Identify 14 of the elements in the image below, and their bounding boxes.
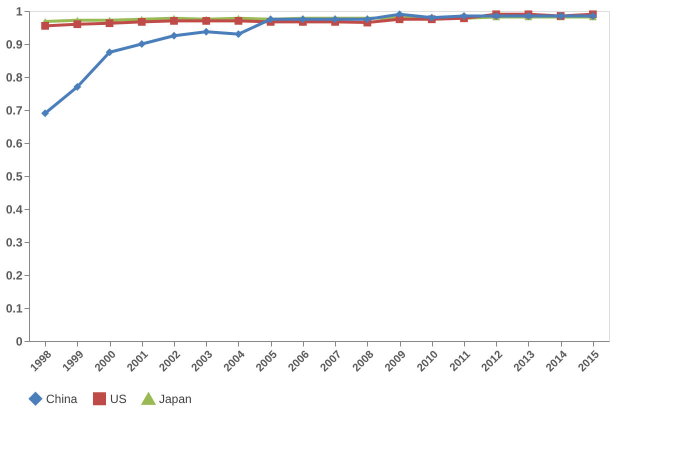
y-tick-label: 0.8 xyxy=(6,70,23,84)
legend-label: US xyxy=(110,392,127,406)
y-tick-label: 0.3 xyxy=(6,236,23,250)
y-tick-label: 0.5 xyxy=(6,170,23,184)
y-tick-label: 0.2 xyxy=(6,268,23,282)
y-tick-label: 0.1 xyxy=(6,302,23,316)
y-tick-label: 0.6 xyxy=(6,136,23,150)
y-tick-label: 0.9 xyxy=(6,38,23,52)
y-tick-label: 0.4 xyxy=(6,202,23,216)
y-tick-label: 1 xyxy=(16,4,23,18)
legend-label: Japan xyxy=(159,392,192,406)
y-tick-label: 0 xyxy=(16,334,23,348)
legend-label: China xyxy=(46,392,78,406)
y-tick-label: 0.7 xyxy=(6,104,23,118)
